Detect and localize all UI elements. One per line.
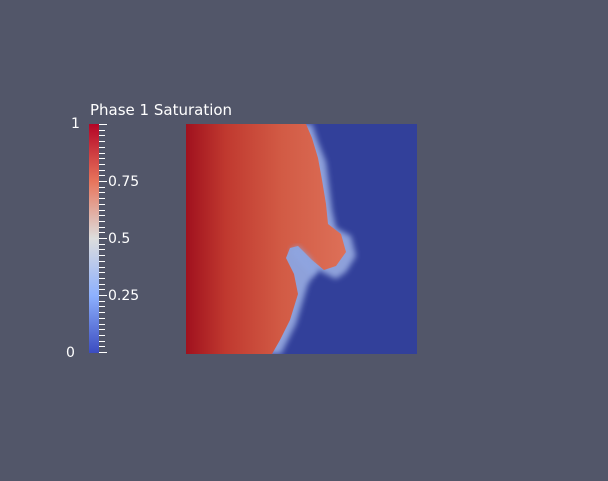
colorbar-ticks xyxy=(99,124,107,353)
legend-max-label: 1 xyxy=(71,116,80,132)
legend-title: Phase 1 Saturation xyxy=(90,101,233,119)
high-saturation-region xyxy=(186,124,346,354)
legend-tick-05: 0.5 xyxy=(108,231,131,247)
legend-min-label: 0 xyxy=(66,345,75,361)
legend-tick-025: 0.25 xyxy=(108,288,140,304)
legend-tick-075: 0.75 xyxy=(108,174,140,190)
saturation-field-plot[interactable] xyxy=(186,124,417,354)
finger-gap xyxy=(290,246,318,276)
colorbar xyxy=(89,124,99,353)
